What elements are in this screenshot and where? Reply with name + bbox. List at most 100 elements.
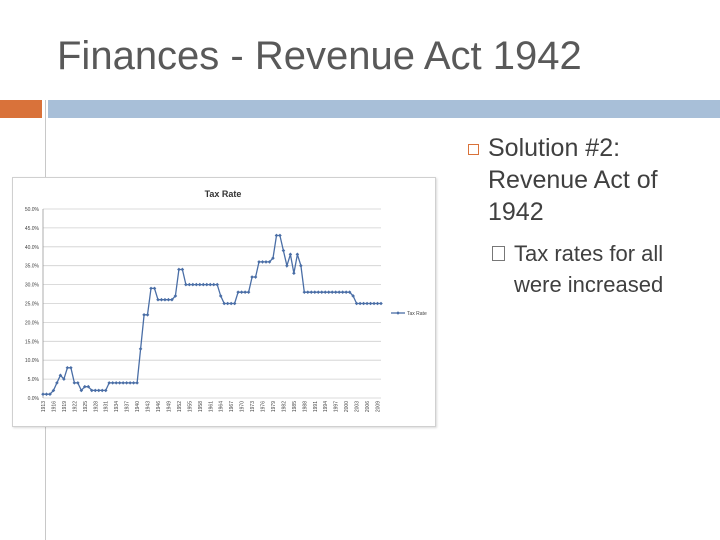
data-point xyxy=(173,294,178,298)
data-point xyxy=(368,301,373,306)
data-point xyxy=(184,282,188,287)
y-tick-labels: 0.0% 5.0% 10.0% 15.0% 20.0% 25.0% 30.0% 35.0% 40… xyxy=(25,207,40,402)
data-point xyxy=(103,388,108,393)
y-tick-label: 15.0% xyxy=(25,339,40,345)
data-point xyxy=(201,282,206,287)
x-tick-label: 1994 xyxy=(323,401,329,412)
tax-rate-chart: Tax Rate 0.0% 5.0% 10.0% 15.0% 20.0% 25.0% 30.… xyxy=(25,189,427,412)
data-point xyxy=(340,290,345,294)
data-point xyxy=(124,381,129,385)
x-tick-label: 1919 xyxy=(62,401,68,412)
data-point xyxy=(365,301,369,306)
chart-legend: Tax Rate xyxy=(391,311,427,317)
data-point xyxy=(72,381,77,385)
data-point xyxy=(58,373,63,378)
data-point xyxy=(306,290,310,294)
x-tick-label: 2000 xyxy=(344,401,350,412)
data-point xyxy=(379,301,383,306)
x-tick-label: 1982 xyxy=(281,401,287,412)
data-point xyxy=(62,377,66,381)
chart-frame: Tax Rate 0.0% 5.0% 10.0% 15.0% 20.0% 25.0% 30.… xyxy=(12,177,436,427)
data-point xyxy=(177,267,181,272)
box-bullet-icon xyxy=(492,246,505,261)
data-point xyxy=(44,392,49,397)
data-point xyxy=(337,290,341,294)
data-point xyxy=(89,388,94,393)
data-point xyxy=(152,286,157,291)
x-tick-labels: 1913 1916 1919 1922 1925 1928 1931 1934 1937 1940… xyxy=(41,401,382,412)
slide-title: Finances - Revenue Act 1942 xyxy=(57,34,582,78)
data-point xyxy=(222,301,226,306)
x-tick-label: 1970 xyxy=(240,401,246,412)
accent-bar-blue xyxy=(48,100,720,118)
y-tick-label: 45.0% xyxy=(25,226,40,232)
data-point xyxy=(347,290,352,294)
x-tick-label: 1943 xyxy=(146,401,152,412)
x-tick-label: 1988 xyxy=(302,401,308,412)
x-tick-label: 1928 xyxy=(93,401,99,412)
data-point xyxy=(65,365,70,370)
data-point xyxy=(281,248,286,253)
x-tick-label: 2009 xyxy=(376,401,382,412)
data-point xyxy=(69,365,73,370)
x-tick-label: 1916 xyxy=(51,401,57,412)
x-tick-label: 1967 xyxy=(229,401,235,412)
data-point xyxy=(232,301,237,306)
data-point xyxy=(142,313,146,317)
data-point xyxy=(372,301,376,306)
x-tick-label: 1934 xyxy=(114,401,120,412)
data-point xyxy=(204,282,209,287)
data-point xyxy=(180,267,185,272)
x-tick-label: 1922 xyxy=(72,401,78,412)
data-point xyxy=(229,301,233,306)
data-point xyxy=(211,282,216,287)
bullet-item-sub: Tax rates for all were increased xyxy=(492,238,716,300)
x-tick-label: 2003 xyxy=(355,401,361,412)
chart-series xyxy=(41,233,383,397)
x-tick-label: 1949 xyxy=(166,401,172,412)
bullet-list: Solution #2: Revenue Act of 1942 Tax rat… xyxy=(466,132,716,300)
y-tick-label: 20.0% xyxy=(25,320,40,326)
data-point xyxy=(138,347,143,351)
data-point xyxy=(260,260,265,264)
x-tick-label: 1955 xyxy=(187,401,193,412)
data-point xyxy=(243,290,247,294)
data-point xyxy=(117,381,122,385)
data-point xyxy=(159,297,164,302)
x-tick-label: 1979 xyxy=(271,401,277,412)
data-point xyxy=(93,388,98,393)
y-tick-label: 10.0% xyxy=(25,358,40,364)
data-point xyxy=(145,313,150,317)
data-point xyxy=(48,392,52,397)
data-point xyxy=(285,263,289,268)
data-point xyxy=(131,381,136,385)
data-point xyxy=(375,301,380,306)
data-point xyxy=(215,282,220,287)
data-point xyxy=(110,381,115,385)
data-point xyxy=(295,252,300,257)
data-point xyxy=(191,282,195,287)
data-point xyxy=(250,275,254,279)
x-tick-label: 1937 xyxy=(125,401,131,412)
data-point xyxy=(135,381,139,385)
data-point xyxy=(333,290,338,294)
data-point xyxy=(225,301,230,306)
data-point xyxy=(358,301,362,306)
data-point xyxy=(302,290,307,294)
data-point xyxy=(309,290,314,294)
data-point xyxy=(288,252,293,257)
y-tick-label: 35.0% xyxy=(25,264,40,270)
data-point xyxy=(316,290,321,294)
data-point xyxy=(55,381,59,385)
data-point xyxy=(86,384,91,389)
data-point xyxy=(246,290,251,294)
bullet-main-text: Solution #2: Revenue Act of 1942 xyxy=(488,134,658,226)
x-tick-label: 1958 xyxy=(198,401,204,412)
bullet-sub-text: Tax rates for all were increased xyxy=(514,241,664,297)
data-point xyxy=(344,290,348,294)
data-point xyxy=(351,294,355,298)
data-point xyxy=(278,233,282,238)
accent-bar-orange xyxy=(0,100,42,118)
data-point xyxy=(299,263,303,268)
data-point xyxy=(257,260,261,264)
